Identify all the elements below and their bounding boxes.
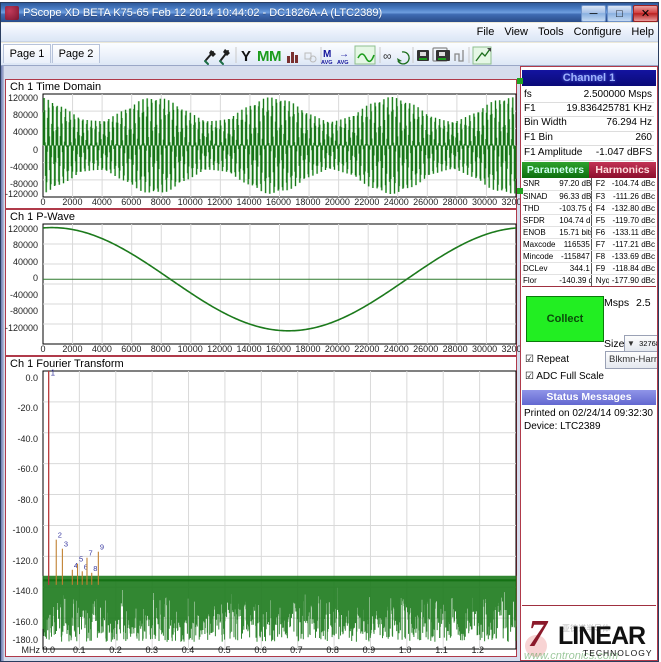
svg-text:LINEAR: LINEAR — [558, 622, 646, 650]
svg-text:M: M — [257, 48, 270, 65]
svg-text:Y: Y — [241, 48, 251, 65]
svg-text:7: 7 — [528, 613, 549, 655]
svg-text:2: 2 — [58, 531, 62, 540]
svg-text:→: → — [339, 49, 349, 60]
svg-text:9: 9 — [100, 543, 104, 552]
svg-text:∞: ∞ — [383, 49, 392, 63]
svg-text:TECHNOLOGY: TECHNOLOGY — [583, 648, 653, 658]
svg-text:M: M — [269, 48, 282, 65]
svg-text:M: M — [323, 49, 331, 60]
svg-text:3: 3 — [64, 540, 68, 549]
svg-text:1: 1 — [51, 369, 56, 378]
svg-text:5: 5 — [79, 555, 83, 564]
svg-text:7: 7 — [88, 549, 92, 558]
svg-text:8: 8 — [93, 564, 97, 573]
